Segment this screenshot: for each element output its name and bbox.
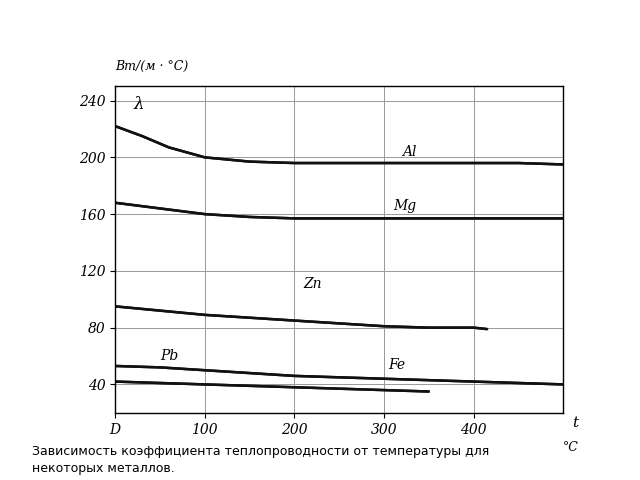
Text: Zn: Zn	[303, 277, 322, 291]
Text: Al: Al	[402, 145, 417, 159]
Text: °C: °C	[563, 441, 579, 454]
Text: Mg: Mg	[393, 199, 416, 213]
Text: Зависимость коэффициента теплопроводности от температуры для
некоторых металлов.: Зависимость коэффициента теплопроводност…	[32, 445, 489, 475]
Text: t: t	[572, 416, 579, 430]
Text: Pb: Pb	[160, 349, 179, 363]
Text: Вт/(м · °C): Вт/(м · °C)	[115, 60, 188, 73]
Text: Fe: Fe	[388, 358, 406, 372]
Text: λ: λ	[133, 96, 143, 113]
